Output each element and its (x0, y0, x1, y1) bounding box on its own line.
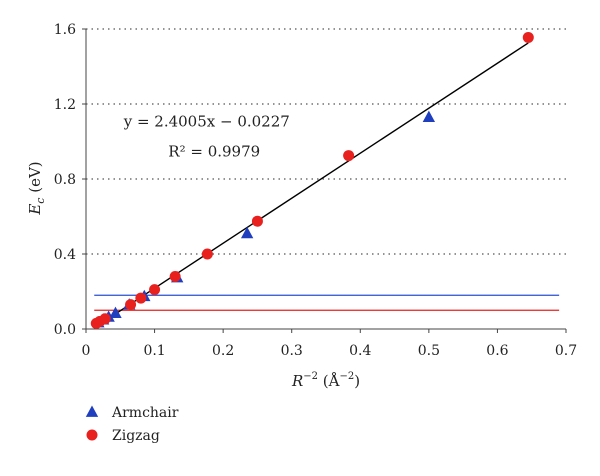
legend-label: Armchair (111, 405, 179, 421)
x-tick-labels: 0 0.1 0.2 0.3 0.4 0.5 0.6 0.7 (82, 329, 577, 359)
x-tick-label: 0.6 (486, 343, 508, 359)
grid-lines (86, 28, 566, 255)
x-axis-label: R−2 (Å−2) (291, 371, 360, 390)
zigzag-point (201, 248, 213, 260)
zigzag-point (343, 150, 355, 162)
zigzag-point (251, 215, 263, 227)
x-tick-label: 0.4 (349, 343, 371, 359)
r-squared-label: R² = 0.9979 (168, 143, 260, 161)
y-tick-label: 0.0 (54, 322, 76, 338)
legend-triangle-icon (85, 405, 99, 417)
y-tick-labels: 0.0 0.4 0.8 1.2 1.6 (54, 22, 86, 338)
zigzag-point (522, 31, 534, 43)
y-tick-label: 1.6 (54, 22, 76, 38)
armchair-point (422, 110, 436, 122)
armchair-point (240, 226, 254, 239)
y-tick-label: 1.2 (54, 97, 76, 113)
legend: Armchair Zigzag (85, 405, 179, 444)
regression-equation: y = 2.4005x − 0.0227 (123, 113, 290, 131)
zigzag-point (125, 299, 137, 311)
x-tick-label: 0.1 (143, 343, 165, 359)
reference-lines (94, 294, 560, 311)
legend-circle-icon (86, 429, 98, 441)
x-tick-label: 0.3 (281, 343, 303, 359)
x-tick-label: 0.7 (555, 343, 577, 359)
zigzag-point (169, 271, 181, 282)
x-tick-label: 0.5 (418, 343, 440, 359)
data-points (90, 31, 534, 329)
x-tick-label: 0.2 (212, 343, 234, 359)
y-axis-label: Ec (eV) (26, 161, 47, 215)
zigzag-point (99, 313, 111, 325)
armchair-point (109, 306, 122, 318)
legend-label: Zigzag (112, 428, 160, 444)
y-tick-label: 0.4 (54, 247, 76, 263)
fit-line (93, 42, 529, 329)
zigzag-point (149, 284, 161, 296)
zigzag-point (135, 292, 147, 304)
regression-line (93, 42, 529, 329)
x-tick-label: 0 (82, 343, 91, 359)
y-tick-label: 0.8 (54, 172, 76, 188)
annotations: y = 2.4005x − 0.0227 R² = 0.9979 (123, 113, 290, 161)
